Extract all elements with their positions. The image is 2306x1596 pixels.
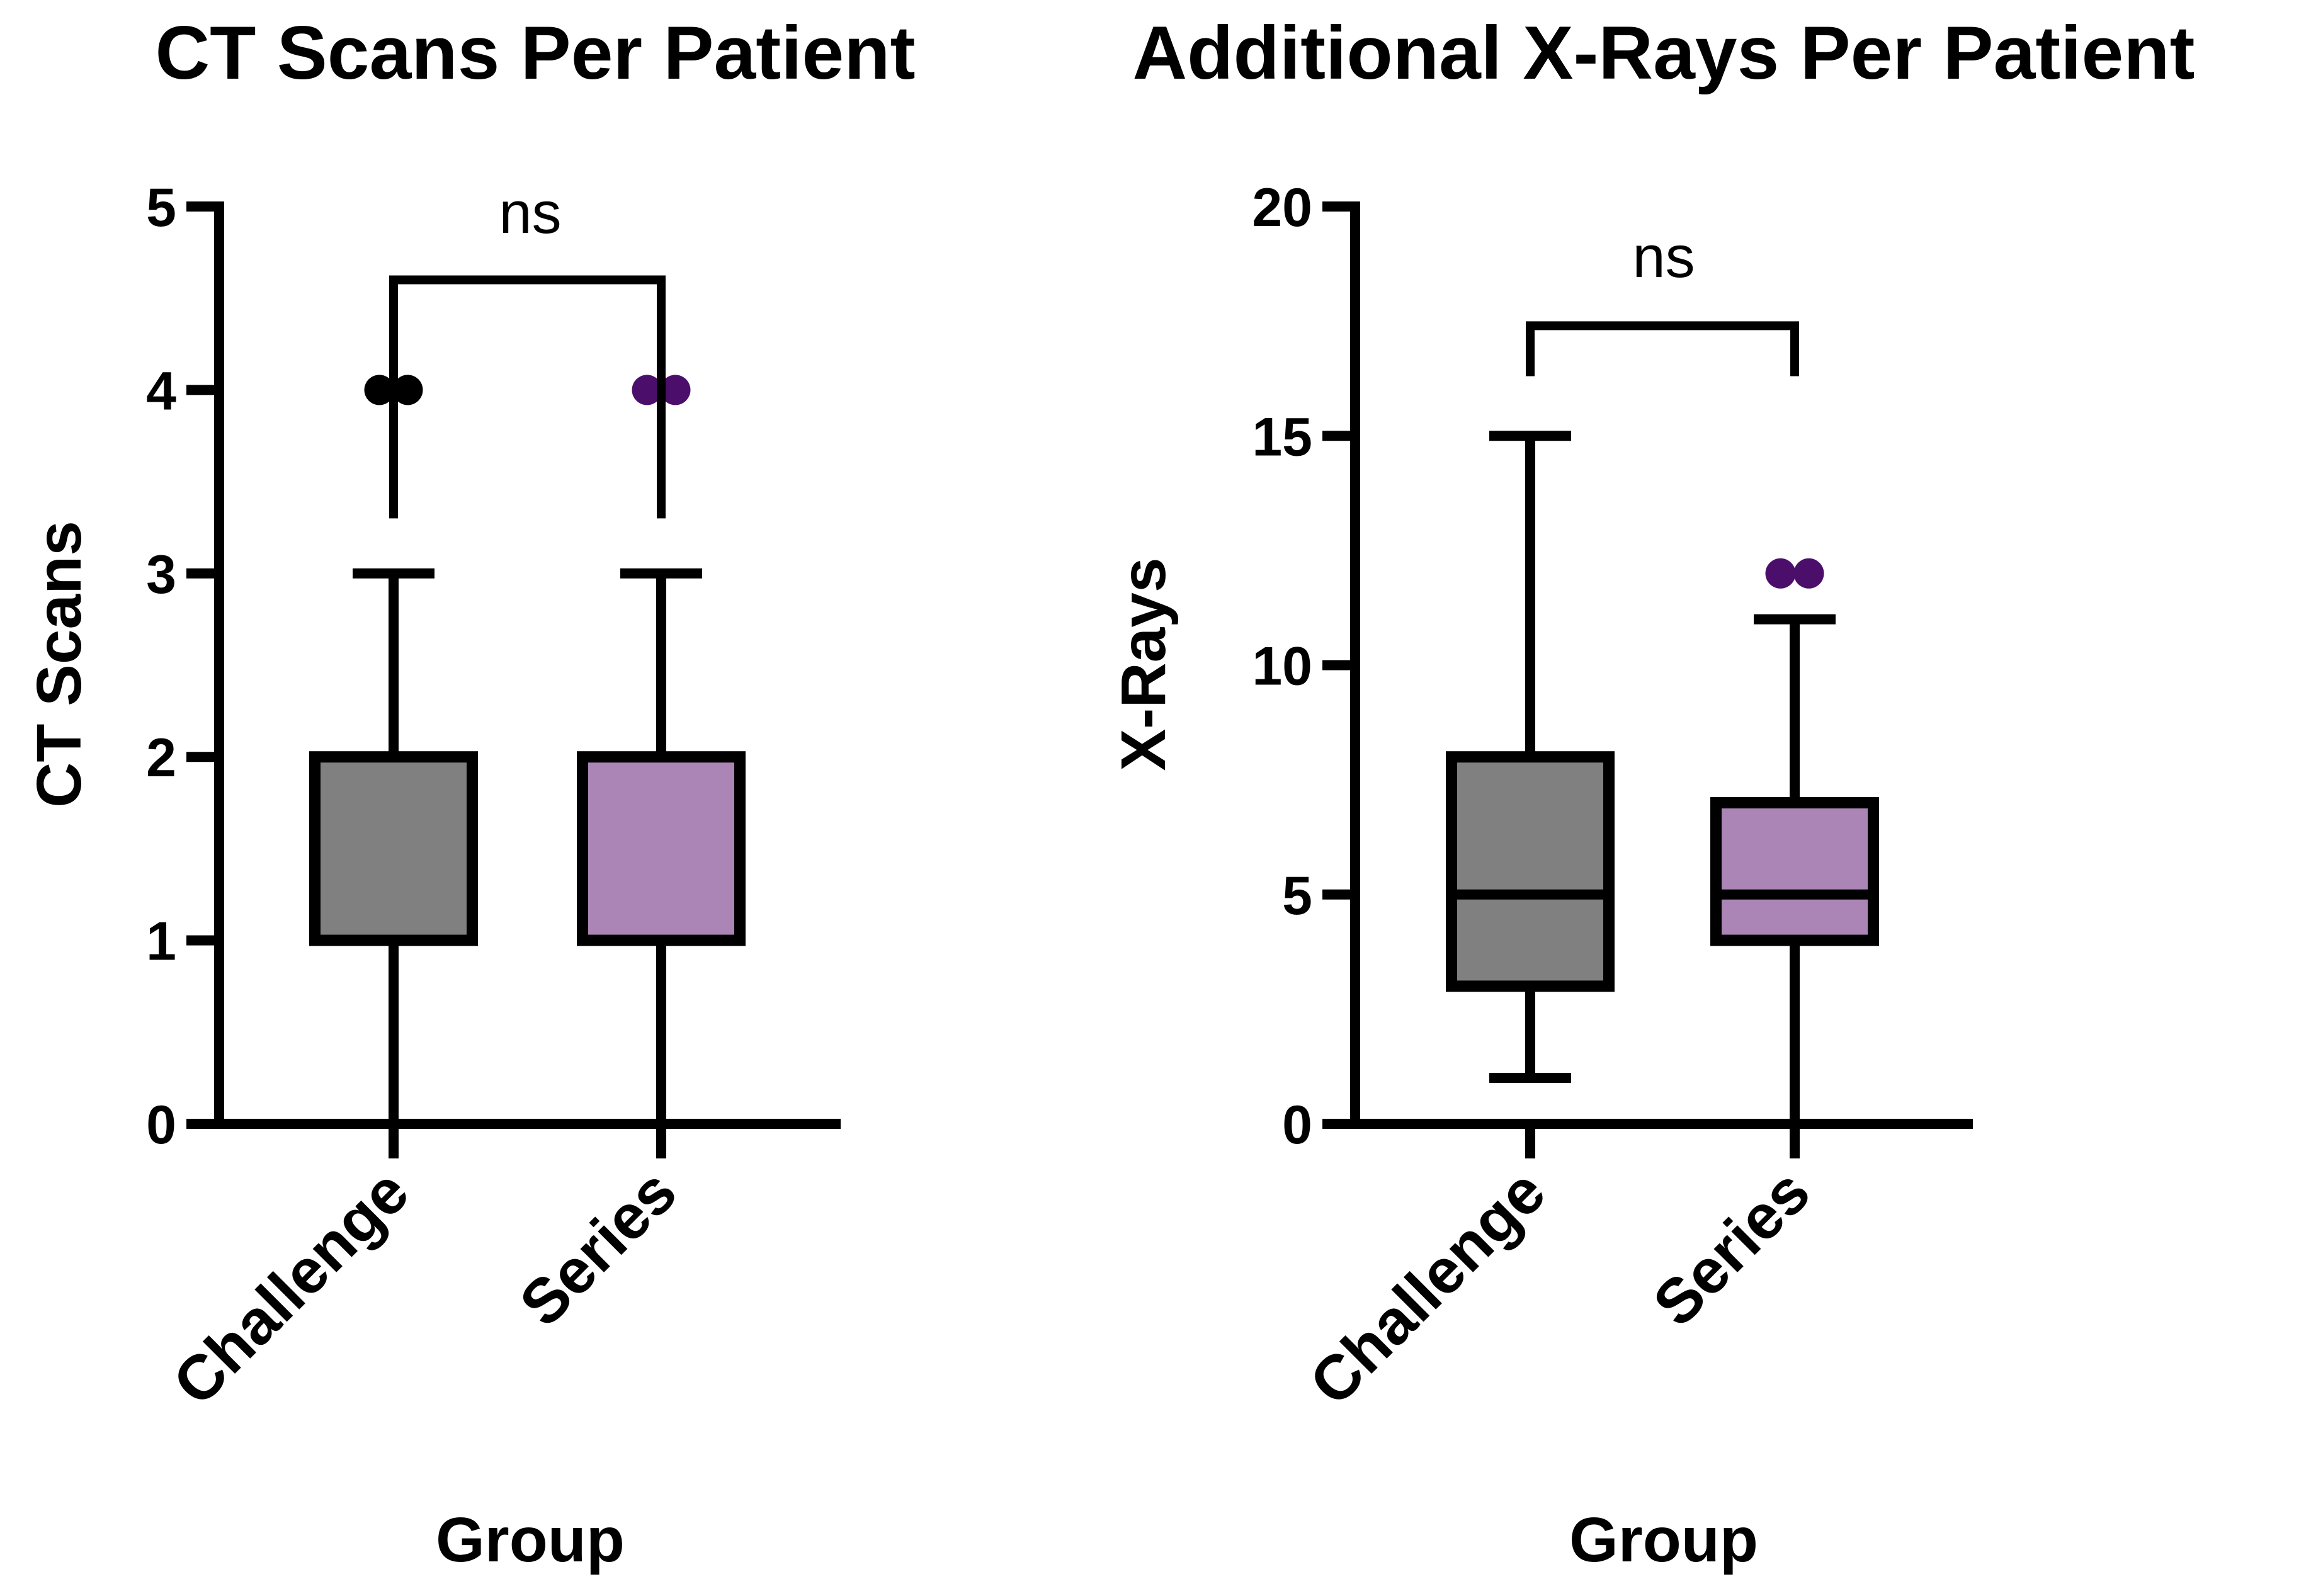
xray-significance-label: ns — [1632, 224, 1695, 290]
xray-box-series-outlier — [1793, 558, 1824, 589]
ct-y-tick-label: 4 — [146, 361, 176, 421]
ct-chart-marks: 0 1 2 3 4 5 Challenge Series — [146, 178, 841, 1418]
ct-y-tick-label: 5 — [146, 178, 176, 238]
xray-y-axis-label: X-Rays — [1108, 557, 1179, 771]
xray-category-label-challenge: Challenge — [1296, 1156, 1559, 1418]
ct-significance-bracket — [389, 275, 666, 519]
ct-chart-title: CT Scans Per Patient — [155, 11, 915, 95]
ct-x-axis-label: Group — [436, 1505, 625, 1575]
ct-scans-panel: CT Scans Per Patient CT Scans Group ns 0… — [24, 11, 916, 1575]
xray-y-tick-label: 5 — [1282, 866, 1312, 926]
ct-y-tick-label: 1 — [146, 912, 176, 972]
xray-chart-title: Additional X-Rays Per Patient — [1132, 11, 2195, 95]
xray-x-axis-label: Group — [1569, 1505, 1758, 1575]
ct-box-series-iqr — [577, 751, 746, 946]
xray-box-series-iqr — [1710, 797, 1879, 946]
xray-y-tick-label: 10 — [1252, 637, 1312, 697]
xray-y-tick-label: 15 — [1252, 407, 1312, 467]
ct-box-challenge-outlier — [392, 375, 423, 405]
ct-y-tick-label: 3 — [146, 545, 176, 605]
xray-y-tick-label: 20 — [1252, 178, 1312, 238]
ct-box-series-outlier — [660, 375, 691, 405]
ct-box-challenge-outlier — [364, 375, 395, 405]
xray-significance-bracket — [1526, 321, 1799, 376]
xrays-panel: Additional X-Rays Per Patient X-Rays Gro… — [1108, 11, 2195, 1575]
xray-chart-marks: 0 5 10 15 20 Challenge Series — [1252, 178, 1973, 1418]
xray-box-series-outlier — [1765, 558, 1796, 589]
ct-significance-label: ns — [499, 179, 561, 246]
ct-category-label-challenge: Challenge — [159, 1156, 422, 1418]
ct-y-tick-label: 2 — [146, 728, 176, 788]
ct-box-challenge-iqr — [309, 751, 478, 946]
ct-y-axis-label: CT Scans — [24, 521, 94, 808]
ct-y-tick-label: 0 — [146, 1095, 176, 1155]
ct-box-series-outlier — [632, 375, 662, 405]
ct-category-label-series: Series — [506, 1156, 690, 1340]
xray-y-tick-label: 0 — [1282, 1095, 1312, 1155]
xray-box-challenge-iqr — [1446, 751, 1615, 992]
xray-category-label-series: Series — [1640, 1156, 1824, 1340]
